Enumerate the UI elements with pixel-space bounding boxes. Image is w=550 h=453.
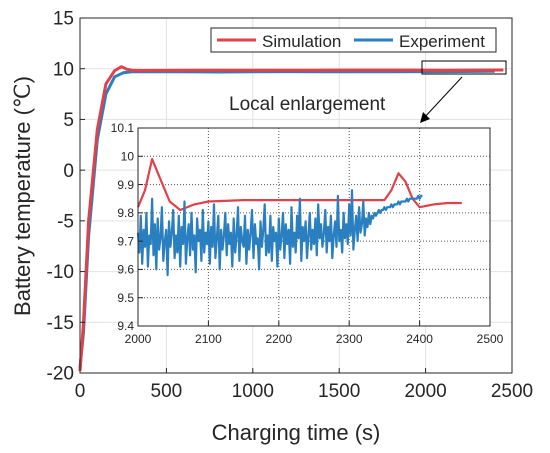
legend-box	[210, 27, 497, 53]
main-x-tick-label: 2000	[404, 381, 446, 402]
main-x-tick-label: 2500	[491, 381, 533, 402]
inset-series-experiment	[136, 189, 423, 277]
main-tick-labels: 0 500 1000 1500 2000 2500 -20 -15 -10 -5 0 5 10 15	[47, 9, 534, 402]
inset-x-tick-label: 2300	[336, 332, 363, 346]
inset-y-tick-label: 10	[121, 149, 135, 163]
inset-y-tick-label: 10.1	[111, 121, 135, 135]
legend-label-simulation: Simulation	[262, 32, 341, 51]
inset-x-tick-label: 2200	[265, 332, 292, 346]
inset-x-tick-label: 2100	[195, 332, 222, 346]
main-x-tick-label: 1000	[232, 381, 274, 402]
legend-label-experiment: Experiment	[399, 32, 485, 51]
main-x-tick-label: 500	[151, 381, 183, 402]
annotation-local-enlargement: Local enlargement	[229, 94, 386, 115]
main-y-tick-label: -5	[57, 212, 74, 233]
inset-axes-border	[137, 127, 491, 327]
main-y-tick-label: -15	[47, 313, 74, 334]
main-axes-border	[79, 17, 513, 374]
main-series-simulation	[78, 65, 504, 372]
inset-series-simulation	[136, 158, 462, 212]
main-series-group	[78, 65, 504, 372]
zoom-region-box	[421, 60, 507, 75]
legend: Simulation Experiment	[210, 27, 497, 53]
main-y-tick-label: -20	[47, 364, 74, 385]
inset-x-tick-label: 2000	[125, 332, 152, 346]
inset-y-tick-label: 9.4	[117, 319, 134, 333]
inset-y-tick-label: 9.6	[117, 263, 134, 277]
main-x-tick-label: 0	[75, 381, 86, 402]
inset-x-tick-label: 2500	[477, 332, 504, 346]
inset-tick-labels: 2000 2100 2200 2300 2400 2500 9.4 9.5 9.6 9.7 9.8 9…	[111, 121, 504, 346]
main-x-tick-label: 1500	[318, 381, 360, 402]
main-y-tick-label: 15	[53, 9, 74, 30]
main-y-tick-label: 5	[63, 110, 74, 131]
annotation-arrow-line	[422, 76, 463, 120]
inset-y-tick-label: 9.8	[117, 206, 134, 220]
inset-y-tick-label: 9.5	[117, 291, 134, 305]
main-y-tick-label: -10	[47, 262, 74, 283]
inset-y-tick-label: 9.7	[117, 234, 134, 248]
y-axis-label: Battery temperature (℃)	[10, 76, 35, 316]
main-y-tick-label: 10	[53, 59, 74, 80]
inset-series-group	[136, 158, 462, 277]
x-axis-label: Charging time (s)	[212, 420, 381, 445]
main-y-tick-label: 0	[63, 161, 74, 182]
annotation-arrow-head	[420, 112, 430, 123]
inset-x-tick-label: 2400	[406, 332, 433, 346]
inset-y-tick-label: 9.9	[117, 178, 134, 192]
